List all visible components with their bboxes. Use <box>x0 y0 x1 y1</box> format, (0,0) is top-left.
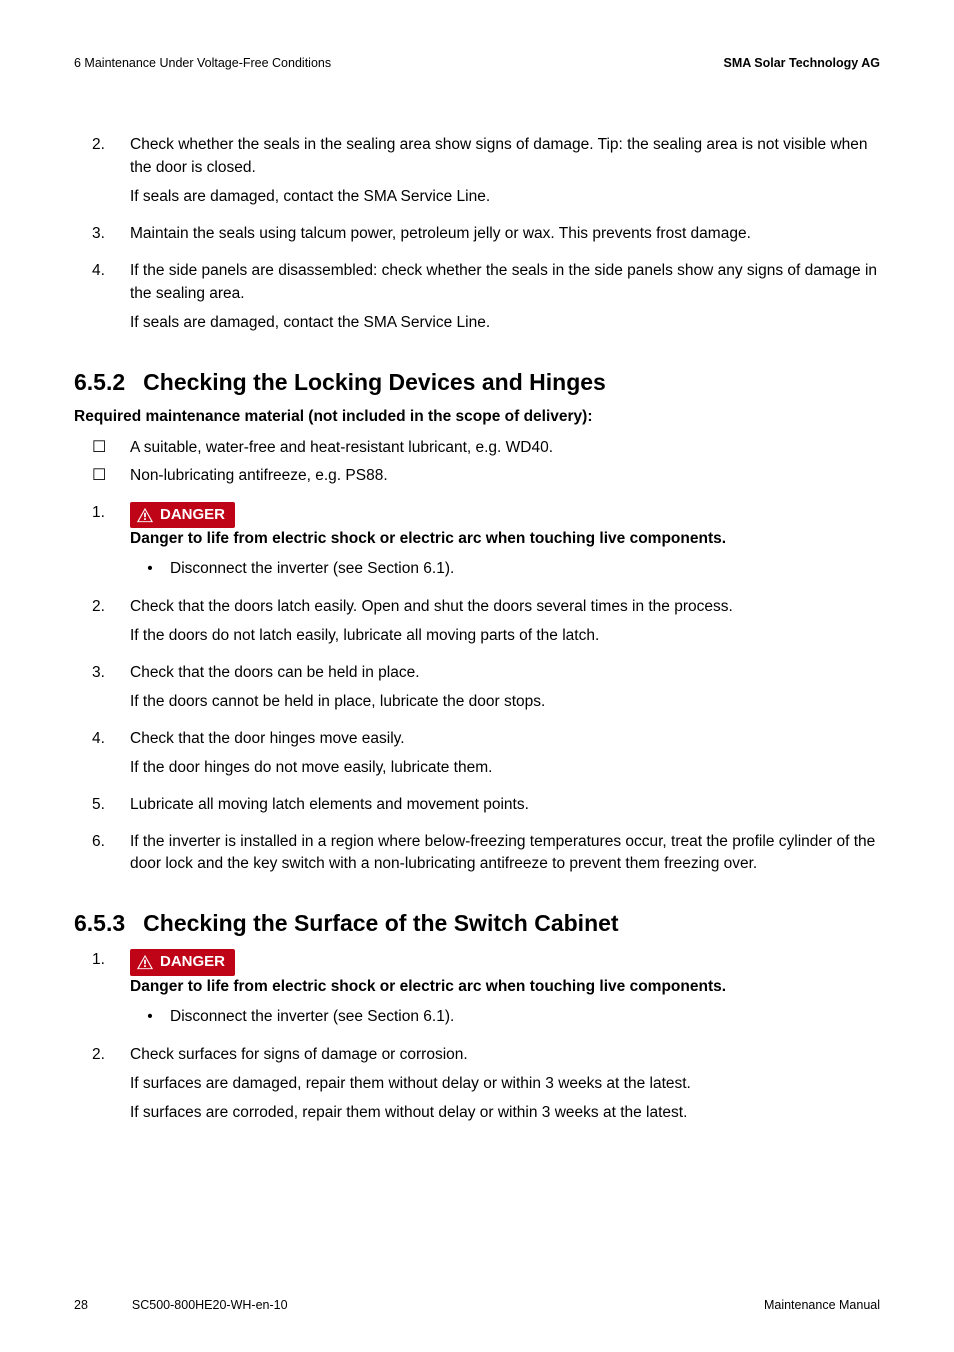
page-number: 28 <box>74 1298 88 1312</box>
warning-triangle-icon <box>136 507 154 523</box>
step-number: 4. <box>74 728 130 786</box>
section-title: Checking the Surface of the Switch Cabin… <box>143 910 618 936</box>
page-footer: 28 SC500-800HE20-WH-en-10 Maintenance Ma… <box>74 1298 880 1312</box>
bullet-item: • Disconnect the inverter (see Section 6… <box>130 557 880 580</box>
step-number: 2. <box>74 1044 130 1131</box>
step-body: Check whether the seals in the sealing a… <box>130 134 880 215</box>
step-number: 2. <box>74 596 130 654</box>
step-number: 2. <box>74 134 130 215</box>
section-652-steps: 1. DANGER Danger to life from electric s… <box>74 502 880 883</box>
materials-checklist: ☐ A suitable, water-free and heat-resist… <box>74 436 880 488</box>
bullet-icon: • <box>130 1005 170 1028</box>
section-number: 6.5.3 <box>74 910 125 936</box>
danger-label: DANGER <box>160 951 225 973</box>
list-item: 2. Check that the doors latch easily. Op… <box>74 596 880 654</box>
danger-badge: DANGER <box>130 949 235 975</box>
list-item: 4. If the side panels are disassembled: … <box>74 260 880 341</box>
step-text: If the side panels are disassembled: che… <box>130 260 880 306</box>
step-number: 1. <box>74 502 130 588</box>
section-heading-653: 6.5.3 Checking the Surface of the Switch … <box>74 910 880 937</box>
checklist-text: A suitable, water-free and heat-resistan… <box>130 436 553 460</box>
step-text: If seals are damaged, contact the SMA Se… <box>130 186 880 209</box>
checkbox-icon: ☐ <box>74 464 130 488</box>
step-text: If the inverter is installed in a region… <box>130 831 880 877</box>
bullet-text: Disconnect the inverter (see Section 6.1… <box>170 1005 454 1028</box>
step-body: If the inverter is installed in a region… <box>130 831 880 883</box>
warning-triangle-icon <box>136 954 154 970</box>
footer-left: 28 SC500-800HE20-WH-en-10 <box>74 1298 288 1312</box>
section-653-steps: 1. DANGER Danger to life from electric s… <box>74 949 880 1130</box>
bullet-icon: • <box>130 557 170 580</box>
section-number: 6.5.2 <box>74 369 125 395</box>
checklist-item: ☐ Non-lubricating antifreeze, e.g. PS88. <box>74 464 880 488</box>
list-item: 3. Check that the doors can be held in p… <box>74 662 880 720</box>
step-text: If surfaces are damaged, repair them wit… <box>130 1073 880 1096</box>
list-item: 4. Check that the door hinges move easil… <box>74 728 880 786</box>
step-number: 3. <box>74 662 130 720</box>
bullet-item: • Disconnect the inverter (see Section 6… <box>130 1005 880 1028</box>
step-text: If the doors do not latch easily, lubric… <box>130 625 880 648</box>
list-item: 2. Check whether the seals in the sealin… <box>74 134 880 215</box>
top-steps-list: 2. Check whether the seals in the sealin… <box>74 134 880 341</box>
section-heading-652: 6.5.2 Checking the Locking Devices and Hi… <box>74 369 880 396</box>
step-text: Check that the door hinges move easily. <box>130 728 880 751</box>
step-number: 1. <box>74 949 130 1035</box>
list-item: 5. Lubricate all moving latch elements a… <box>74 794 880 823</box>
checklist-text: Non-lubricating antifreeze, e.g. PS88. <box>130 464 388 488</box>
section-title: Checking the Locking Devices and Hinges <box>143 369 606 395</box>
list-item: 6. If the inverter is installed in a reg… <box>74 831 880 883</box>
step-number: 5. <box>74 794 130 823</box>
step-body: Check that the doors latch easily. Open … <box>130 596 880 654</box>
step-body: Check surfaces for signs of damage or co… <box>130 1044 880 1131</box>
step-body: Lubricate all moving latch elements and … <box>130 794 880 823</box>
step-number: 6. <box>74 831 130 883</box>
step-text: Check that the doors latch easily. Open … <box>130 596 880 619</box>
step-body: Check that the doors can be held in plac… <box>130 662 880 720</box>
danger-badge: DANGER <box>130 502 235 528</box>
page: 6 Maintenance Under Voltage-Free Conditi… <box>0 0 954 1352</box>
step-text: Check whether the seals in the sealing a… <box>130 134 880 180</box>
step-body: DANGER Danger to life from electric shoc… <box>130 502 880 588</box>
bullet-text: Disconnect the inverter (see Section 6.1… <box>170 557 454 580</box>
step-body: Check that the door hinges move easily. … <box>130 728 880 786</box>
footer-right: Maintenance Manual <box>764 1298 880 1312</box>
step-text: If surfaces are corroded, repair them wi… <box>130 1102 880 1125</box>
list-item: 2. Check surfaces for signs of damage or… <box>74 1044 880 1131</box>
step-body: If the side panels are disassembled: che… <box>130 260 880 341</box>
checkbox-icon: ☐ <box>74 436 130 460</box>
step-text: Check that the doors can be held in plac… <box>130 662 880 685</box>
danger-label: DANGER <box>160 504 225 526</box>
danger-title: Danger to life from electric shock or el… <box>130 528 880 551</box>
header-right: SMA Solar Technology AG <box>724 56 881 70</box>
step-number: 3. <box>74 223 130 252</box>
danger-title: Danger to life from electric shock or el… <box>130 976 880 999</box>
checklist-item: ☐ A suitable, water-free and heat-resist… <box>74 436 880 460</box>
danger-bullet-list: • Disconnect the inverter (see Section 6… <box>130 1005 880 1028</box>
step-body: Maintain the seals using talcum power, p… <box>130 223 880 252</box>
required-materials-heading: Required maintenance material (not inclu… <box>74 408 880 426</box>
step-body: DANGER Danger to life from electric shoc… <box>130 949 880 1035</box>
step-text: Lubricate all moving latch elements and … <box>130 794 880 817</box>
step-text: Maintain the seals using talcum power, p… <box>130 223 880 246</box>
header-left: 6 Maintenance Under Voltage-Free Conditi… <box>74 56 331 70</box>
page-header: 6 Maintenance Under Voltage-Free Conditi… <box>74 56 880 70</box>
step-text: If seals are damaged, contact the SMA Se… <box>130 312 880 335</box>
danger-bullet-list: • Disconnect the inverter (see Section 6… <box>130 557 880 580</box>
list-item: 3. Maintain the seals using talcum power… <box>74 223 880 252</box>
step-text: If the doors cannot be held in place, lu… <box>130 691 880 714</box>
document-id: SC500-800HE20-WH-en-10 <box>132 1298 288 1312</box>
step-number: 4. <box>74 260 130 341</box>
step-text: If the door hinges do not move easily, l… <box>130 757 880 780</box>
step-text: Check surfaces for signs of damage or co… <box>130 1044 880 1067</box>
list-item: 1. DANGER Danger to life from electric s… <box>74 502 880 588</box>
list-item: 1. DANGER Danger to life from electric s… <box>74 949 880 1035</box>
